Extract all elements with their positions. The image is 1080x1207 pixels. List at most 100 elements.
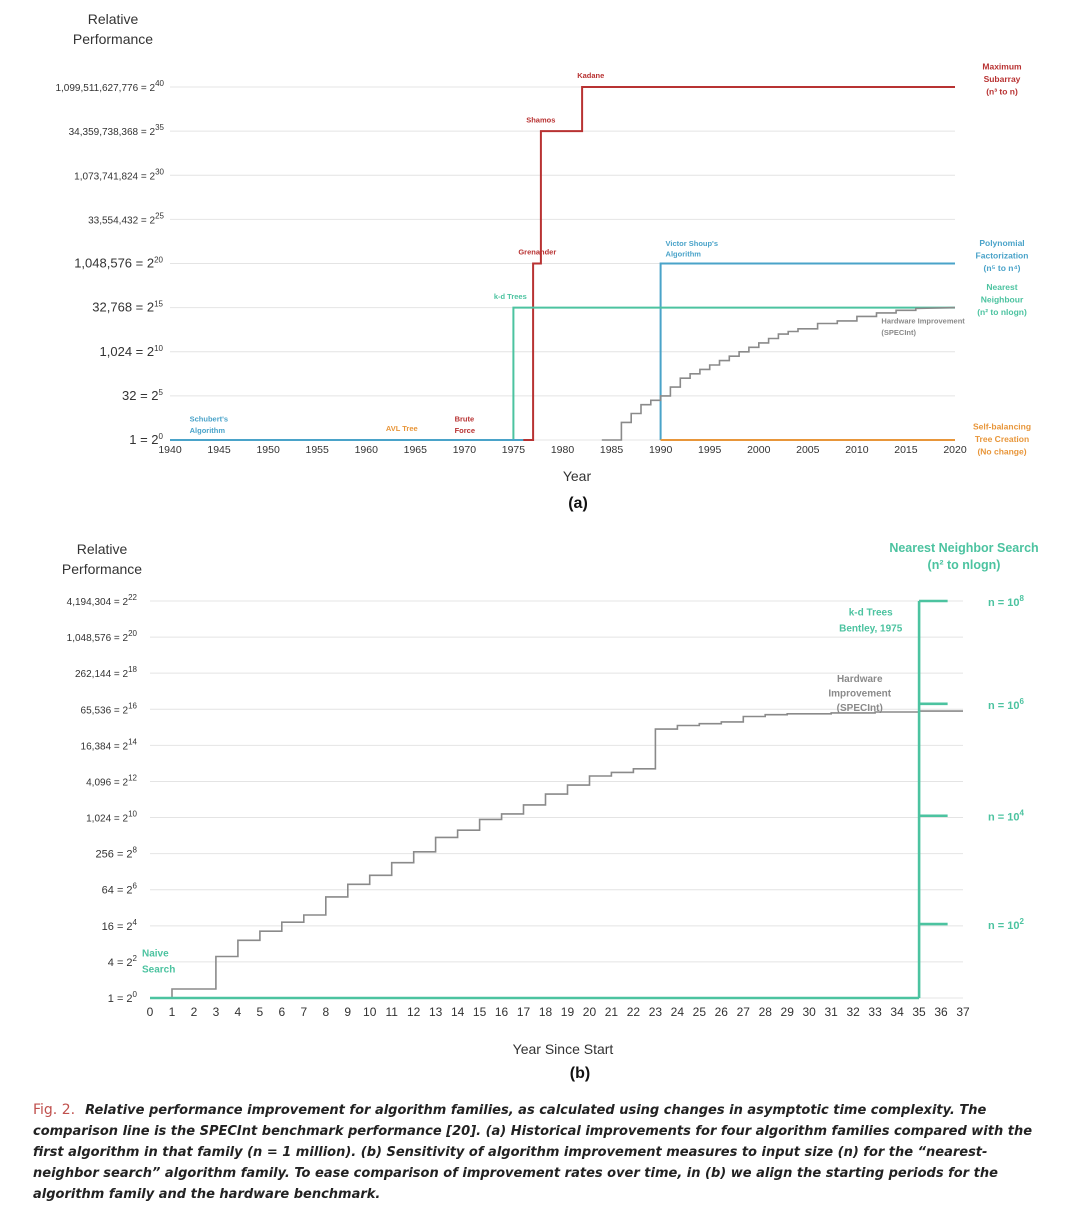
annotation-8: Schubert's xyxy=(190,414,228,423)
chart-a: Relative Performance 1 = 20 32 = 25 1,024 = … xyxy=(55,11,1031,512)
y-tick-label-b-16: 65,536 = 216 xyxy=(81,701,138,716)
annotation-10: AVL Tree xyxy=(386,424,418,433)
x-tick-b-16: 16 xyxy=(495,1005,509,1019)
x-tick-b-17: 17 xyxy=(517,1005,531,1019)
n-level-label-1: n = 106 xyxy=(988,697,1025,712)
x-tick-b-14: 14 xyxy=(451,1005,465,1019)
y-tick-label-40: 1,099,511,627,776 = 240 xyxy=(55,79,164,94)
x-tick-b-0: 0 xyxy=(147,1005,154,1019)
y-tick-label-b-14: 16,384 = 214 xyxy=(81,737,138,752)
xlabel-b: Year Since Start xyxy=(513,1041,614,1057)
annotation-b-3: Improvement xyxy=(828,689,891,700)
xlabel: Year xyxy=(563,468,592,484)
y-tick-label-b-6: 64 = 26 xyxy=(102,882,138,897)
x-tick-1970: 1970 xyxy=(453,444,477,456)
x-tick-b-28: 28 xyxy=(759,1005,773,1019)
x-tick-1990: 1990 xyxy=(649,444,673,456)
annotation-2: Grenander xyxy=(518,248,556,257)
ylabel-line1: Relative xyxy=(88,11,139,27)
right-label-2-0: Nearest xyxy=(986,282,1017,292)
x-tick-1985: 1985 xyxy=(600,444,624,456)
x-tick-1945: 1945 xyxy=(207,444,231,456)
x-tick-2015: 2015 xyxy=(894,444,918,456)
x-tick-b-37: 37 xyxy=(956,1005,970,1019)
ylabel-line2-b: Performance xyxy=(62,561,142,577)
x-tick-b-25: 25 xyxy=(693,1005,707,1019)
n-level-label-2: n = 104 xyxy=(988,809,1025,824)
x-tick-b-9: 9 xyxy=(344,1005,351,1019)
ylabel-line1-b: Relative xyxy=(77,541,128,557)
x-tick-b-15: 15 xyxy=(473,1005,487,1019)
right-label-2-1: Neighbour xyxy=(981,294,1024,304)
x-tick-1950: 1950 xyxy=(256,444,280,456)
x-tick-b-31: 31 xyxy=(824,1005,838,1019)
series-0-line xyxy=(464,86,955,441)
x-tick-b-23: 23 xyxy=(649,1005,663,1019)
x-tick-1965: 1965 xyxy=(404,444,428,456)
right-label-1-1: Factorization xyxy=(976,250,1029,260)
x-tick-b-7: 7 xyxy=(300,1005,307,1019)
annotation-5: k-d Trees xyxy=(494,292,527,301)
x-tick-b-29: 29 xyxy=(781,1005,795,1019)
x-tick-b-32: 32 xyxy=(846,1005,860,1019)
x-tick-2000: 2000 xyxy=(747,444,771,456)
annotation-b-0: k-d Trees xyxy=(849,607,893,618)
annotation-9: Algorithm xyxy=(190,426,226,435)
annotation-0: Kadane xyxy=(577,71,604,80)
annotation-12: (SPECInt) xyxy=(881,328,916,337)
annotation-1: Shamos xyxy=(526,115,555,124)
annotation-b-6: Search xyxy=(142,965,175,976)
y-tick-label-b-0: 1 = 20 xyxy=(108,990,138,1005)
x-tick-b-27: 27 xyxy=(737,1005,751,1019)
right-label-0-1: Subarray xyxy=(984,74,1021,84)
x-tick-2010: 2010 xyxy=(845,444,869,456)
right-label-3-1: Tree Creation xyxy=(975,434,1029,444)
y-tick-label-b-22: 4,194,304 = 222 xyxy=(67,593,138,608)
x-tick-b-1: 1 xyxy=(169,1005,176,1019)
y-tick-label-b-20: 1,048,576 = 220 xyxy=(67,629,138,644)
title-line2-b: (n² to nlogn) xyxy=(928,558,1001,572)
y-tick-label-25: 33,554,432 = 225 xyxy=(88,211,164,226)
x-tick-b-26: 26 xyxy=(715,1005,729,1019)
right-label-1-2: (n⁵ to n⁴) xyxy=(984,263,1021,273)
x-tick-b-19: 19 xyxy=(561,1005,575,1019)
x-tick-b-22: 22 xyxy=(627,1005,641,1019)
annotation-b-1: Bentley, 1975 xyxy=(839,624,903,635)
y-tick-label-b-8: 256 = 28 xyxy=(96,846,138,861)
x-tick-b-13: 13 xyxy=(429,1005,443,1019)
y-tick-label-b-2: 4 = 22 xyxy=(108,954,138,969)
series-1-line xyxy=(659,262,955,440)
series-5-line xyxy=(601,306,956,441)
y-tick-label-5: 32 = 25 xyxy=(122,388,164,403)
y-tick-label-0: 1 = 20 xyxy=(129,432,163,447)
right-label-0-2: (n³ to n) xyxy=(986,86,1018,96)
x-tick-2005: 2005 xyxy=(796,444,820,456)
x-tick-b-3: 3 xyxy=(213,1005,220,1019)
x-tick-b-33: 33 xyxy=(868,1005,882,1019)
x-tick-1995: 1995 xyxy=(698,444,722,456)
x-tick-b-2: 2 xyxy=(191,1005,198,1019)
panel-label-b: (b) xyxy=(570,1065,590,1082)
right-label-2-2: (n² to nlogn) xyxy=(977,307,1027,317)
y-tick-label-20: 1,048,576 = 220 xyxy=(74,256,163,271)
series-2-line xyxy=(512,306,955,440)
x-tick-1955: 1955 xyxy=(306,444,330,456)
y-tick-label-35: 34,359,738,368 = 235 xyxy=(69,123,165,138)
x-tick-2020: 2020 xyxy=(943,444,967,456)
x-tick-b-5: 5 xyxy=(257,1005,264,1019)
annotation-6: Victor Shoup's xyxy=(666,239,719,248)
x-tick-b-6: 6 xyxy=(278,1005,285,1019)
annotation-b-2: Hardware xyxy=(837,674,883,685)
annotation-4: Force xyxy=(455,426,475,435)
y-tick-label-30: 1,073,741,824 = 230 xyxy=(74,167,164,182)
x-tick-b-21: 21 xyxy=(605,1005,619,1019)
annotation-b-5: Naive xyxy=(142,948,169,959)
right-label-3-2: (No change) xyxy=(977,446,1026,456)
n-level-label-3: n = 102 xyxy=(988,917,1025,932)
right-label-0-0: Maximum xyxy=(982,61,1022,71)
annotation-3: Brute xyxy=(455,414,475,423)
right-label-3-0: Self-balancing xyxy=(973,421,1031,431)
x-tick-b-36: 36 xyxy=(934,1005,948,1019)
x-tick-1980: 1980 xyxy=(551,444,575,456)
y-tick-label-b-12: 4,096 = 212 xyxy=(86,773,137,788)
